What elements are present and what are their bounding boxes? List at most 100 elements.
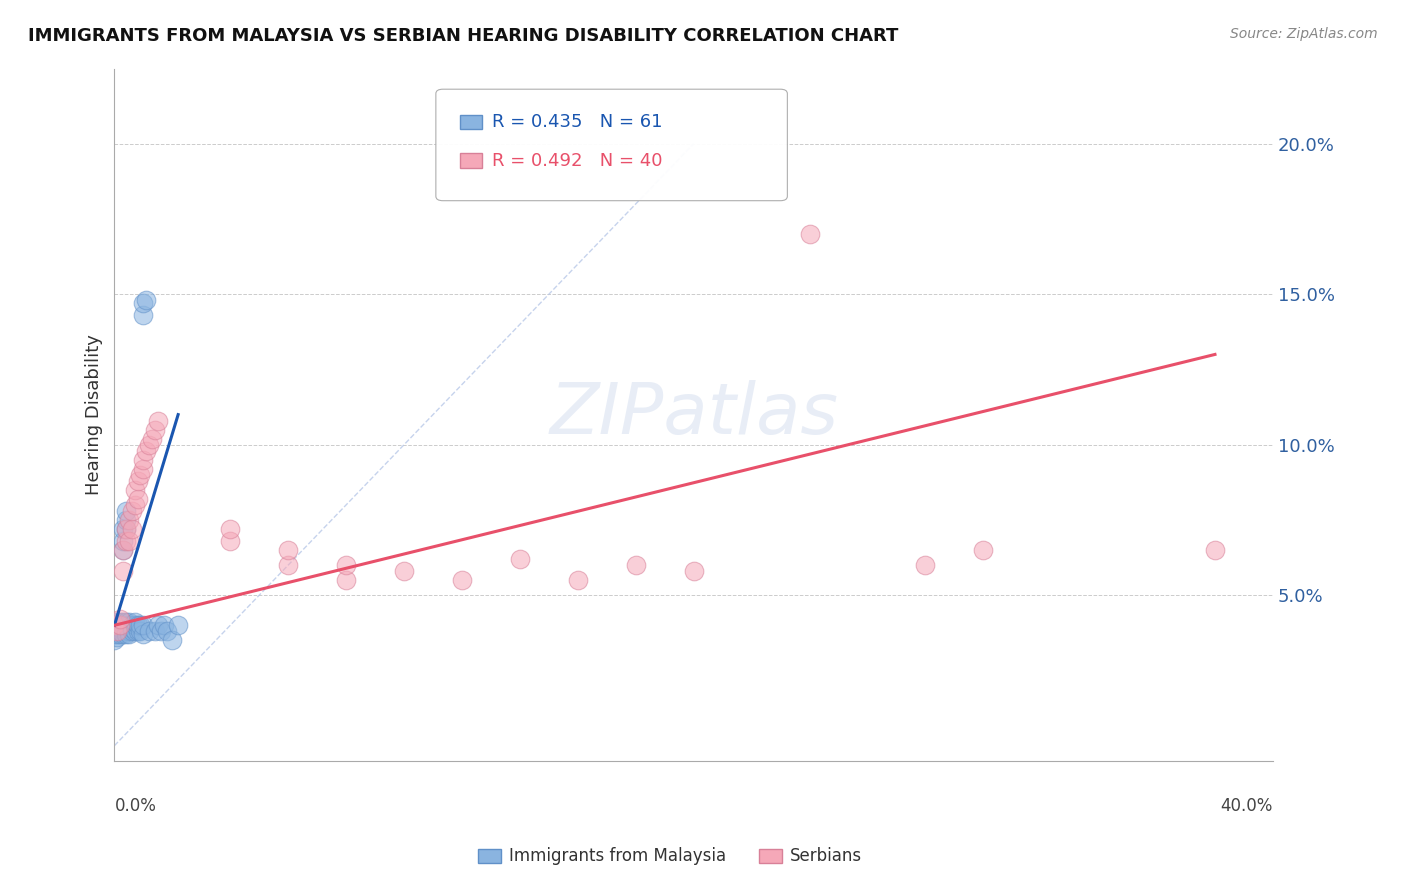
- Point: [132, 308, 155, 322]
- Point: [509, 552, 531, 566]
- Point: [112, 534, 135, 549]
- Point: [392, 564, 415, 578]
- Point: [127, 474, 149, 488]
- Point: [121, 621, 143, 635]
- Point: [112, 618, 135, 632]
- Point: [112, 543, 135, 558]
- Point: [108, 618, 131, 632]
- Point: [105, 624, 128, 639]
- Point: [121, 618, 143, 632]
- Text: Source: ZipAtlas.com: Source: ZipAtlas.com: [1230, 27, 1378, 41]
- Point: [112, 522, 135, 536]
- Text: 40.0%: 40.0%: [1220, 797, 1272, 814]
- Point: [146, 414, 169, 428]
- Point: [127, 624, 149, 639]
- Point: [143, 423, 166, 437]
- Point: [124, 615, 146, 630]
- Point: [112, 624, 135, 639]
- Point: [115, 627, 138, 641]
- Point: [108, 615, 131, 630]
- Text: 0.0%: 0.0%: [114, 797, 156, 814]
- Point: [124, 624, 146, 639]
- Point: [682, 564, 704, 578]
- Point: [567, 573, 589, 587]
- Point: [112, 564, 135, 578]
- Point: [124, 498, 146, 512]
- Point: [162, 633, 184, 648]
- Point: [115, 522, 138, 536]
- Text: R = 0.492   N = 40: R = 0.492 N = 40: [492, 152, 662, 169]
- Point: [1204, 543, 1226, 558]
- Point: [108, 624, 131, 639]
- Point: [112, 627, 135, 641]
- Text: IMMIGRANTS FROM MALAYSIA VS SERBIAN HEARING DISABILITY CORRELATION CHART: IMMIGRANTS FROM MALAYSIA VS SERBIAN HEAR…: [28, 27, 898, 45]
- Point: [219, 534, 242, 549]
- Point: [335, 558, 357, 573]
- Point: [143, 624, 166, 639]
- Point: [129, 624, 152, 639]
- Text: R = 0.435   N = 61: R = 0.435 N = 61: [492, 113, 662, 131]
- Point: [277, 543, 299, 558]
- Point: [105, 630, 128, 644]
- Point: [138, 438, 160, 452]
- Point: [105, 621, 128, 635]
- Point: [624, 558, 647, 573]
- Point: [152, 618, 174, 632]
- Point: [108, 627, 131, 641]
- Point: [103, 618, 125, 632]
- Point: [118, 615, 141, 630]
- Point: [121, 504, 143, 518]
- Point: [138, 624, 160, 639]
- Point: [972, 543, 994, 558]
- Point: [127, 491, 149, 506]
- Point: [135, 293, 157, 308]
- Point: [103, 618, 125, 632]
- Point: [146, 618, 169, 632]
- Point: [277, 558, 299, 573]
- Point: [108, 621, 131, 635]
- Point: [118, 513, 141, 527]
- Point: [132, 452, 155, 467]
- Point: [115, 522, 138, 536]
- Point: [219, 522, 242, 536]
- Point: [105, 624, 128, 639]
- Point: [118, 627, 141, 641]
- Point: [132, 296, 155, 310]
- Point: [132, 627, 155, 641]
- Point: [108, 618, 131, 632]
- Y-axis label: Hearing Disability: Hearing Disability: [86, 334, 103, 495]
- Point: [105, 615, 128, 630]
- Point: [112, 543, 135, 558]
- Point: [127, 618, 149, 632]
- Point: [105, 624, 128, 639]
- Point: [135, 443, 157, 458]
- Point: [115, 534, 138, 549]
- Point: [108, 624, 131, 639]
- Point: [118, 618, 141, 632]
- Point: [103, 624, 125, 639]
- Point: [112, 615, 135, 630]
- Point: [103, 627, 125, 641]
- Point: [108, 612, 131, 626]
- Point: [799, 227, 821, 241]
- Point: [108, 618, 131, 632]
- Text: Immigrants from Malaysia: Immigrants from Malaysia: [509, 847, 725, 865]
- Point: [335, 573, 357, 587]
- Point: [451, 573, 474, 587]
- Text: Serbians: Serbians: [790, 847, 862, 865]
- Point: [129, 467, 152, 482]
- Point: [141, 432, 163, 446]
- Point: [115, 504, 138, 518]
- Point: [108, 621, 131, 635]
- Point: [118, 534, 141, 549]
- Point: [121, 522, 143, 536]
- Point: [115, 618, 138, 632]
- Point: [115, 615, 138, 630]
- Point: [103, 633, 125, 648]
- Point: [124, 483, 146, 497]
- Point: [124, 618, 146, 632]
- Point: [132, 462, 155, 476]
- Point: [105, 627, 128, 641]
- Point: [118, 624, 141, 639]
- Point: [118, 621, 141, 635]
